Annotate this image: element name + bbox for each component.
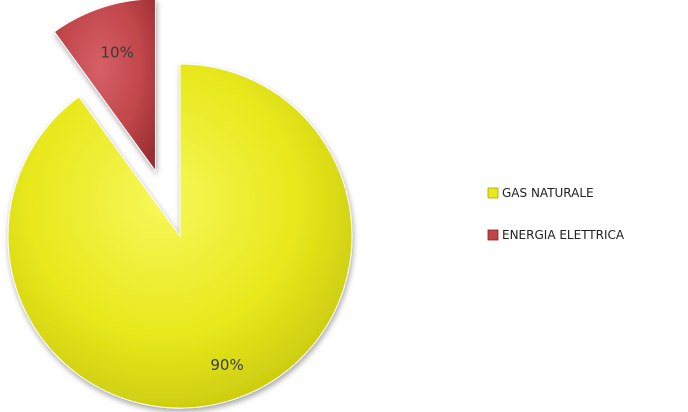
slice-label-gas-naturale: 90% <box>210 356 243 374</box>
slice-label-energia-elettrica: 10% <box>101 44 134 62</box>
legend: GAS NATURALE ENERGIA ELETTRICA <box>487 186 625 242</box>
legend-swatch-gas-naturale <box>487 187 499 199</box>
pie-slice-energia-elettrica <box>53 0 156 173</box>
legend-label-energia-elettrica: ENERGIA ELETTRICA <box>502 228 625 242</box>
legend-label-gas-naturale: GAS NATURALE <box>502 186 594 200</box>
legend-swatch-energia-elettrica <box>487 229 499 241</box>
pie-slice-gas-naturale <box>7 63 353 409</box>
